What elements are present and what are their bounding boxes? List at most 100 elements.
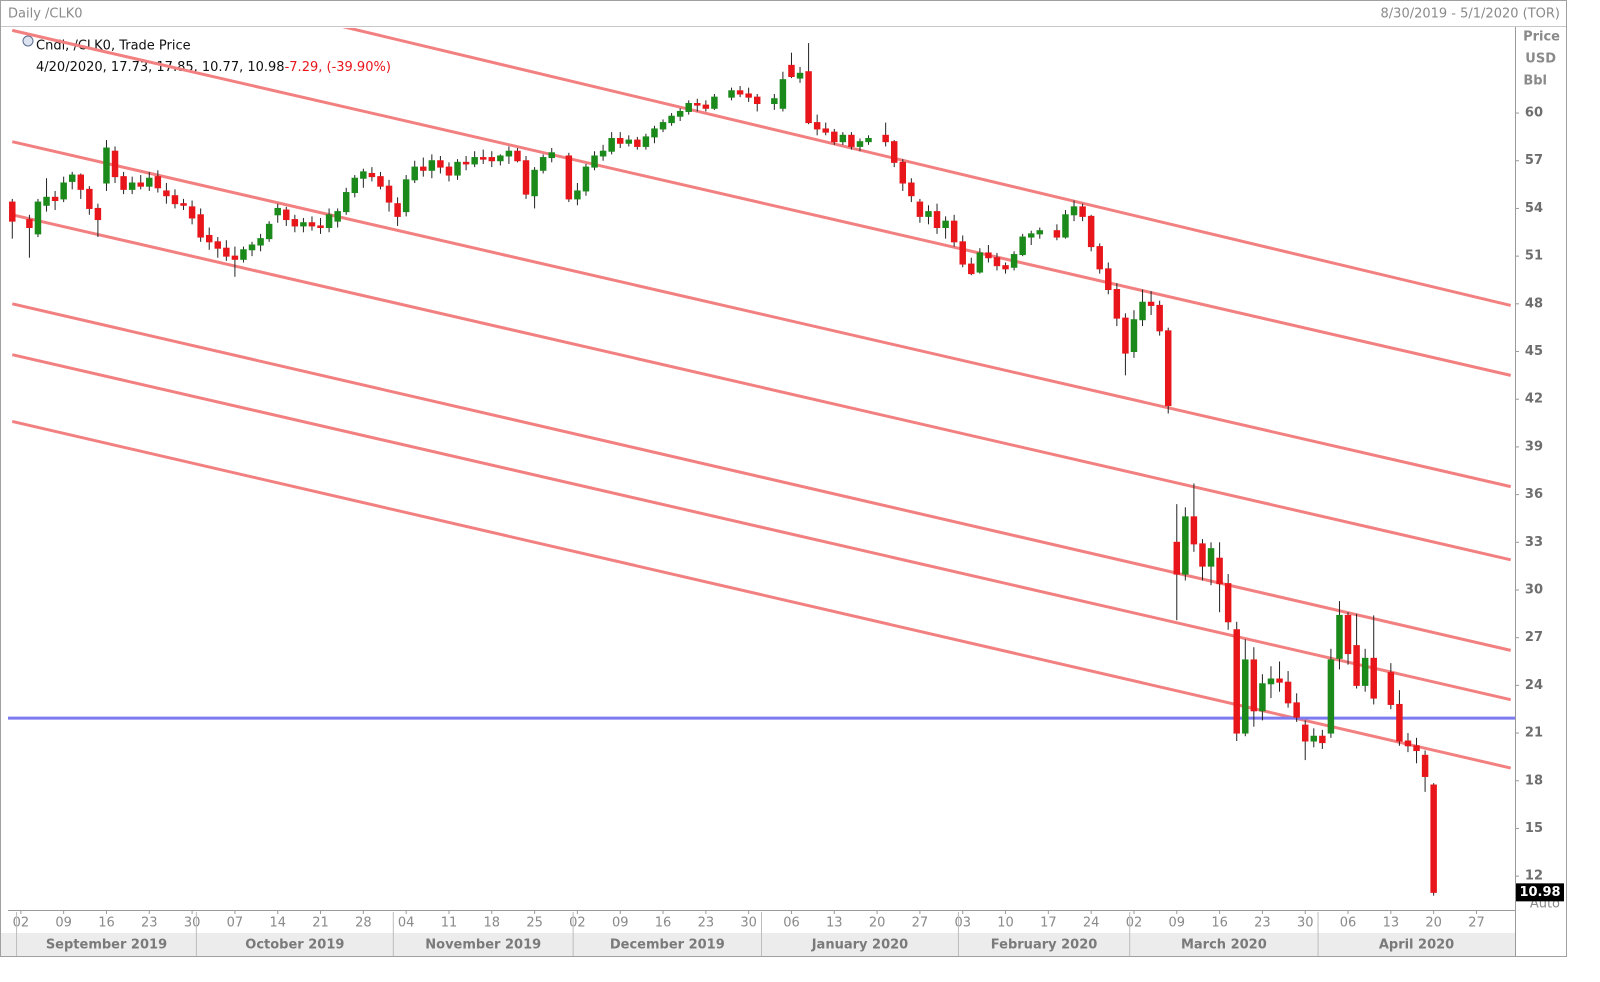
candle-body <box>51 196 59 201</box>
candle-body <box>1344 614 1352 655</box>
candle-body <box>205 234 213 243</box>
candle-body <box>26 219 33 229</box>
month-label: October 2019 <box>245 938 344 953</box>
candle-body <box>899 161 907 184</box>
x-tick-label: 14 <box>269 916 286 931</box>
candle-body <box>103 147 110 184</box>
candle-body <box>146 177 153 187</box>
candle-body <box>779 79 787 109</box>
candle-body <box>1301 724 1309 742</box>
last-price-tag <box>1516 883 1564 902</box>
candle-body <box>522 160 530 195</box>
candle-body <box>1276 678 1283 683</box>
last-price-label: 10.98 <box>1519 885 1560 900</box>
candle-body <box>711 96 718 109</box>
month-label: January 2020 <box>811 938 908 953</box>
candle-body <box>950 220 958 243</box>
candle-body <box>471 157 478 165</box>
candle-body <box>1002 265 1009 270</box>
candle-body <box>728 90 735 98</box>
candle-body <box>479 157 487 160</box>
legend-icon[interactable] <box>22 35 34 47</box>
candle-body <box>985 252 992 259</box>
candle-body <box>908 182 915 197</box>
candle-body <box>1327 659 1335 734</box>
x-tick-label: 20 <box>869 916 886 931</box>
x-tick-label: 27 <box>1468 916 1485 931</box>
date-range: 8/30/2019 - 5/1/2020 (TOR) <box>1381 7 1560 22</box>
y-tick-label: 57 <box>1525 153 1543 168</box>
candle-body <box>959 241 966 265</box>
legend-change: -7.29, (-39.90%) <box>285 60 391 75</box>
x-tick-label: 07 <box>227 916 244 931</box>
candle-body <box>865 137 872 143</box>
candle-body <box>942 220 949 229</box>
trend-line <box>11 140 1512 489</box>
x-tick-label: 30 <box>1297 916 1314 931</box>
x-tick-label: 13 <box>1383 916 1400 931</box>
candle-body <box>265 223 273 240</box>
trend-line <box>11 28 1512 377</box>
candle-body <box>248 244 256 251</box>
candle-body <box>574 190 581 200</box>
month-label: March 2020 <box>1181 938 1267 953</box>
candle-body <box>839 134 847 143</box>
x-tick-label: 09 <box>612 916 629 931</box>
candle-body <box>394 203 401 217</box>
candle-body <box>1413 745 1420 752</box>
y-tick-label: 24 <box>1525 678 1543 693</box>
candle-body <box>163 190 170 197</box>
candle-body <box>1259 683 1266 712</box>
candle-body <box>68 174 76 182</box>
candle-body <box>736 90 744 95</box>
x-tick-label: 16 <box>98 916 115 931</box>
x-tick-label: 02 <box>13 916 30 931</box>
candle-body <box>976 252 984 273</box>
candle-body <box>1284 681 1292 704</box>
month-strip <box>1 933 1515 956</box>
candle-body <box>1224 583 1232 623</box>
candle-body <box>462 161 470 165</box>
candle-body <box>651 128 658 138</box>
candle-body <box>676 110 684 117</box>
candle-body <box>214 241 222 249</box>
candle-body <box>1147 301 1155 306</box>
candle-body <box>1053 230 1061 238</box>
candle-body <box>1421 754 1429 777</box>
candle-body <box>753 96 761 105</box>
candle-body <box>599 150 607 157</box>
y-tick-label: 51 <box>1525 249 1543 264</box>
candle-body <box>831 131 838 143</box>
y-axis-label: Bbl <box>1523 74 1547 89</box>
candle-body <box>360 171 367 179</box>
candle-body <box>582 166 590 192</box>
candle-body <box>1310 735 1318 742</box>
candle-body <box>402 179 410 213</box>
candle-body <box>848 134 855 147</box>
x-tick-label: 28 <box>355 916 372 931</box>
candle-body <box>111 150 119 178</box>
candle-body <box>171 195 179 205</box>
candle-body <box>890 141 898 163</box>
x-tick-label: 30 <box>184 916 201 931</box>
candle-body <box>308 222 316 227</box>
candle-body <box>188 206 196 219</box>
candle-body <box>1087 215 1095 248</box>
month-label: December 2019 <box>610 938 725 953</box>
month-label: September 2019 <box>46 938 167 953</box>
candle-body <box>334 211 341 222</box>
plot-area <box>8 28 1515 896</box>
legend-info-line: 4/20/2020, 17.73, 17.85, 10.77, 10.98-7.… <box>36 60 391 75</box>
candle-body <box>497 155 504 162</box>
candle-body <box>805 71 812 124</box>
x-tick-label: 30 <box>740 916 757 931</box>
candle-body <box>745 93 752 98</box>
candle-body <box>283 209 290 221</box>
candle-body <box>1010 254 1018 268</box>
candle-body <box>411 166 418 181</box>
candle-body <box>428 160 436 171</box>
candle-body <box>34 201 42 235</box>
x-tick-label: 02 <box>1126 916 1143 931</box>
candle-body <box>856 141 864 147</box>
